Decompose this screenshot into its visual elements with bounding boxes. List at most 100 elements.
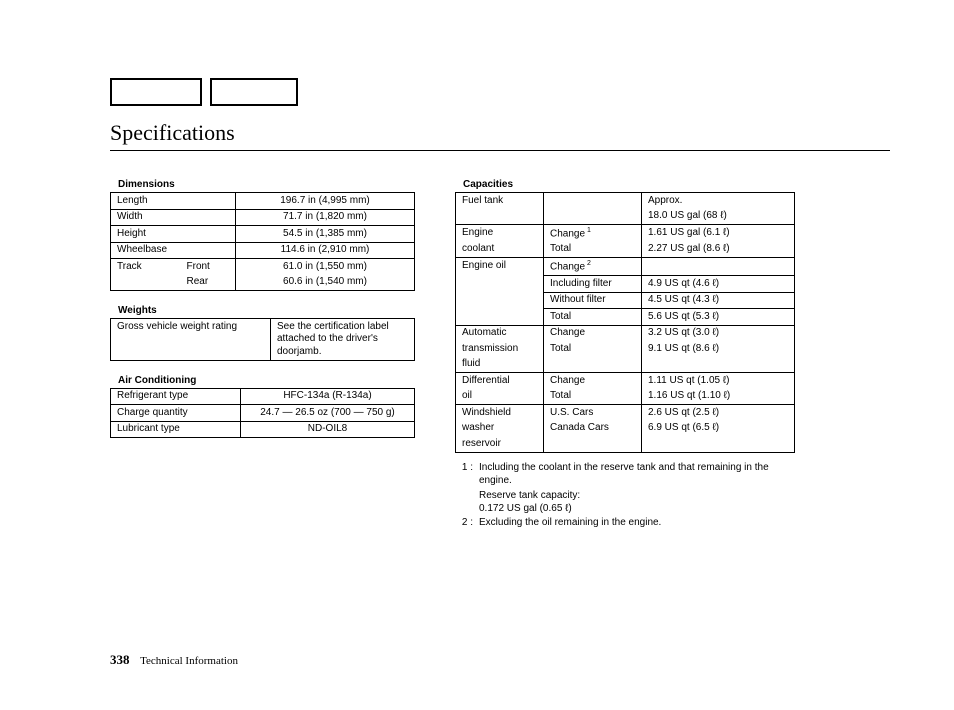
cap-label-2: Total [544,389,642,405]
footnote-2: 2 : Excluding the oil remaining in the e… [461,516,795,530]
cap-value: 4.9 US qt (4.6 ℓ) [642,276,795,293]
ac-value: HFC-134a (R-134a) [241,388,415,405]
cap-label-1 [456,309,544,326]
cap-value: Approx. [642,193,795,209]
cap-value: 2.27 US gal (8.6 ℓ) [642,242,795,258]
cap-value: 2.6 US qt (2.5 ℓ) [642,405,795,421]
cap-label-1: coolant [456,242,544,258]
footnotes: 1 : Including the coolant in the reserve… [461,461,795,530]
weights-table: Gross vehicle weight rating See the cert… [110,318,415,361]
cap-value: 1.11 US qt (1.05 ℓ) [642,373,795,389]
cap-label-2 [544,209,642,225]
page: Specifications Dimensions Length 196.7 in… [0,0,954,710]
top-boxes [110,78,890,106]
dim-label-1: Length [111,193,181,210]
cap-label-2: Total [544,341,642,357]
dimensions-heading: Dimensions [118,179,415,190]
dim-value: 54.5 in (1,385 mm) [236,226,415,243]
dim-label-2: Rear [181,275,236,291]
cap-label-2: Including filter [544,276,642,293]
columns: Dimensions Length 196.7 in (4,995 mm) Widt… [110,179,890,530]
page-title: Specifications [110,120,890,151]
weights-heading: Weights [118,305,415,316]
cap-value [642,258,795,276]
cap-label-1: transmission [456,341,544,357]
dim-label-2 [181,226,236,243]
dim-label-1: Width [111,209,181,226]
dim-value: 60.6 in (1,540 mm) [236,275,415,291]
cap-value: 18.0 US gal (68 ℓ) [642,209,795,225]
cap-value: 6.9 US qt (6.5 ℓ) [642,421,795,437]
left-column: Dimensions Length 196.7 in (4,995 mm) Widt… [110,179,415,530]
cap-label-2 [544,193,642,209]
cap-label-2: U.S. Cars [544,405,642,421]
right-column: Capacities Fuel tank Approx.18.0 US gal (… [455,179,795,530]
cap-value: 1.61 US gal (6.1 ℓ) [642,225,795,242]
page-section: Technical Information [140,655,238,667]
footnote-1-num: 1 : [461,461,473,488]
dim-label-2 [181,193,236,210]
footnote-1-sub1: Reserve tank capacity: [461,489,795,503]
footnote-2-num: 2 : [461,516,473,530]
footnote-1-sub2: 0.172 US gal (0.65 ℓ) [461,502,795,516]
cap-label-1: oil [456,389,544,405]
weights-label: Gross vehicle weight rating [111,319,271,361]
dim-value: 61.0 in (1,550 mm) [236,259,415,275]
ac-heading: Air Conditioning [118,375,415,386]
top-box-2 [210,78,298,106]
dim-value: 114.6 in (2,910 mm) [236,242,415,259]
cap-value: 9.1 US qt (8.6 ℓ) [642,341,795,357]
cap-label-1 [456,276,544,293]
footnote-1: 1 : Including the coolant in the reserve… [461,461,795,488]
cap-label-1 [456,292,544,309]
ac-label: Charge quantity [111,405,241,422]
cap-label-1: washer [456,421,544,437]
dim-label-2: Front [181,259,236,275]
cap-label-2: Canada Cars [544,421,642,437]
dim-label-1: Track [111,259,181,275]
cap-label-2: Change 1 [544,225,642,242]
cap-value: 1.16 US qt (1.10 ℓ) [642,389,795,405]
cap-label-1: Engine oil [456,258,544,276]
cap-label-1: fluid [456,357,544,373]
cap-value [642,436,795,452]
weights-value: See the certification label attached to … [271,319,415,361]
dim-value: 196.7 in (4,995 mm) [236,193,415,210]
top-box-1 [110,78,202,106]
ac-value: ND-OIL8 [241,421,415,438]
dim-label-1 [111,275,181,291]
footnote-1-text: Including the coolant in the reserve tan… [479,461,795,488]
page-footer: 338 Technical Information [110,652,238,668]
dim-label-1: Height [111,226,181,243]
cap-label-1: Differential [456,373,544,389]
ac-table: Refrigerant typeHFC-134a (R-134a)Charge … [110,388,415,439]
cap-label-2 [544,357,642,373]
cap-label-1: Automatic [456,325,544,341]
cap-value [642,357,795,373]
cap-label-1: Engine [456,225,544,242]
dim-label-2 [181,209,236,226]
cap-label-2: Change [544,325,642,341]
cap-label-2: Total [544,242,642,258]
cap-value: 5.6 US qt (5.3 ℓ) [642,309,795,326]
dim-label-1: Wheelbase [111,242,181,259]
ac-label: Refrigerant type [111,388,241,405]
cap-value: 4.5 US qt (4.3 ℓ) [642,292,795,309]
dim-value: 71.7 in (1,820 mm) [236,209,415,226]
cap-label-2 [544,436,642,452]
cap-label-1: reservoir [456,436,544,452]
footnote-2-text: Excluding the oil remaining in the engin… [479,516,661,530]
dim-label-2 [181,242,236,259]
dimensions-table: Length 196.7 in (4,995 mm) Width 71.7 in (1… [110,192,415,291]
cap-label-2: Change [544,373,642,389]
ac-label: Lubricant type [111,421,241,438]
cap-label-1 [456,209,544,225]
cap-label-1: Windshield [456,405,544,421]
cap-value: 3.2 US qt (3.0 ℓ) [642,325,795,341]
capacities-table: Fuel tank Approx.18.0 US gal (68 ℓ) Engine… [455,192,795,453]
ac-value: 24.7 — 26.5 oz (700 — 750 g) [241,405,415,422]
page-number: 338 [110,652,130,667]
capacities-heading: Capacities [463,179,795,190]
cap-label-1: Fuel tank [456,193,544,209]
cap-label-2: Total [544,309,642,326]
